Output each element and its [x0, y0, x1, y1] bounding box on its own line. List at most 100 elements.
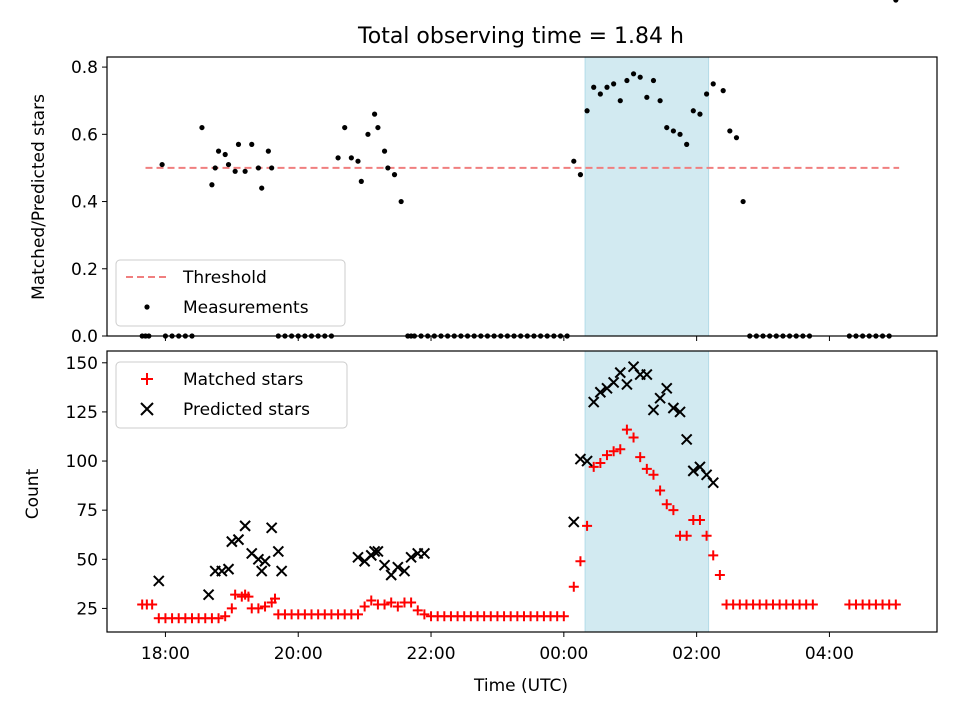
matched-point	[575, 556, 586, 567]
measurement-point	[611, 81, 617, 87]
measurement-point	[199, 124, 205, 131]
y-tick-label: 0.4	[71, 193, 98, 213]
predicted-point	[674, 406, 686, 418]
predicted-point	[641, 368, 653, 381]
measurement-point	[259, 185, 265, 191]
matched-point	[269, 593, 280, 604]
measurement-point	[375, 124, 381, 131]
measurement-point	[242, 168, 248, 174]
legend-measurements-label: Measurements	[183, 298, 309, 318]
legend: Threshold Measurements	[115, 259, 346, 327]
measurement-point	[591, 84, 597, 90]
legend-threshold-label: Threshold	[182, 268, 267, 288]
matched-point	[392, 601, 403, 612]
matched-point	[601, 450, 612, 461]
legend-predicted-swatch	[140, 402, 154, 416]
matched-point	[668, 505, 679, 516]
predicted-point	[707, 476, 719, 489]
measurement-point	[225, 161, 232, 168]
predicted-point	[607, 376, 620, 389]
measurement-point	[235, 141, 242, 147]
measurement-point	[358, 178, 364, 184]
measurement-point	[617, 98, 623, 104]
predicted-point	[153, 575, 165, 587]
measurement-point	[733, 135, 740, 141]
matched-point	[352, 609, 363, 620]
x-tick-label: 00:00	[539, 644, 588, 664]
predicted-point	[418, 547, 431, 560]
measurement-point	[159, 161, 165, 168]
top-panel: 0.0 0.2 0.4 0.6 0.8 Threshold Measurements	[71, 0, 938, 347]
predicted-point	[232, 533, 245, 546]
measurement-point	[342, 124, 348, 131]
matched-point	[558, 611, 569, 622]
plot-frame	[106, 350, 938, 633]
measurement-point	[670, 128, 676, 134]
predicted-point	[372, 545, 384, 558]
matched-point	[641, 463, 652, 474]
matched-point	[243, 591, 254, 602]
y-tick-label: 150	[66, 354, 98, 374]
matched-point	[655, 485, 666, 496]
predicted-point	[588, 396, 600, 408]
measurement-point	[644, 94, 650, 100]
measurement-point	[577, 172, 584, 178]
matched-point	[628, 432, 639, 443]
predicted-point	[256, 565, 268, 577]
matched-point	[582, 520, 593, 531]
measurement-point	[365, 131, 371, 137]
measurement-point	[215, 148, 222, 154]
predicted-point	[378, 559, 391, 571]
matched-point	[260, 601, 271, 612]
y-tick-label: 125	[66, 403, 98, 423]
predicted-point	[226, 535, 238, 548]
matched-point	[213, 613, 224, 624]
measurement-point	[893, 0, 899, 3]
measurement-point	[740, 198, 746, 205]
matched-point	[608, 446, 619, 457]
measurement-point	[385, 165, 391, 171]
measurement-point	[584, 108, 590, 114]
matched-point	[359, 601, 370, 612]
measurement-point	[677, 131, 683, 137]
highlight-span	[584, 56, 710, 337]
predicted-point	[647, 404, 660, 416]
matched-point	[595, 458, 606, 469]
measurement-point	[249, 141, 255, 147]
predicted-point	[275, 565, 288, 577]
predicted-point	[259, 555, 271, 567]
matched-point	[568, 581, 579, 592]
matched-point	[714, 570, 725, 581]
measurement-point	[255, 165, 261, 171]
predicted-point	[265, 522, 278, 534]
measurement-point	[630, 71, 637, 77]
predicted-point	[216, 565, 228, 577]
y-tick-label: 0.2	[71, 260, 98, 280]
predicted-point	[667, 402, 680, 414]
measurement-point	[604, 84, 610, 90]
matched-point	[701, 530, 712, 541]
matched-point	[419, 609, 430, 620]
matched-point	[648, 469, 659, 480]
matched-point	[220, 611, 231, 622]
y-tick-label: 0.6	[71, 125, 98, 145]
matched-point	[694, 514, 705, 525]
measurement-point	[650, 77, 657, 84]
predicted-point	[272, 545, 285, 558]
measurement-point	[222, 151, 228, 158]
matched-point	[147, 599, 158, 610]
y-tick-label: 75	[76, 501, 98, 521]
predicted-point	[352, 551, 364, 564]
plot-frame	[106, 56, 938, 337]
measurement-point	[209, 182, 215, 188]
legend-matched-label: Matched stars	[183, 370, 303, 390]
matched-point	[386, 597, 397, 608]
measurement-point	[212, 165, 218, 171]
x-tick-label: 04:00	[805, 644, 854, 664]
highlight-span	[584, 350, 710, 633]
y-tick-label: 0.0	[71, 327, 98, 347]
predicted-point	[680, 433, 693, 446]
measurement-point	[664, 124, 670, 131]
measurement-point	[571, 158, 577, 164]
bottom-y-axis-label: Count	[23, 468, 43, 519]
